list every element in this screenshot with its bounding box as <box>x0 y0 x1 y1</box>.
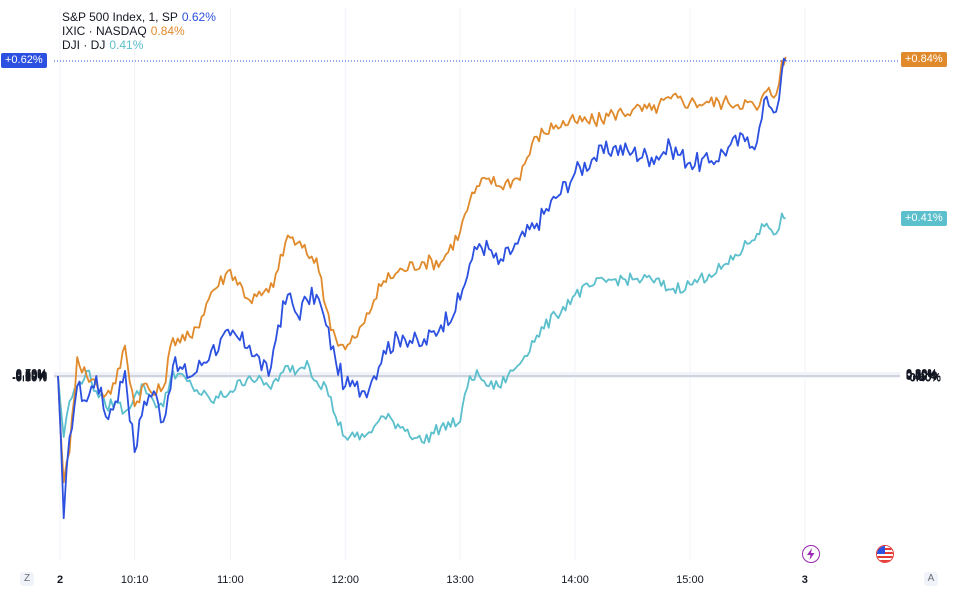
legend-row-dji[interactable]: DJI · DJ 0.41% <box>62 38 216 52</box>
left-tick-label: 0.70% <box>16 367 47 379</box>
legend-label: DJI · DJ <box>62 38 106 52</box>
dji-last-value-badge: +0.41% <box>901 211 947 226</box>
right-tick-label: -0.10% <box>906 371 941 383</box>
spx-last-value-badge: +0.62% <box>1 53 47 68</box>
time-tick-label: 3 <box>802 574 808 586</box>
right-tick-label: 0.40% <box>906 369 937 381</box>
ixic-last-value-badge: +0.84% <box>901 52 947 67</box>
left-tick-label: -0.20% <box>12 372 47 384</box>
us-flag-icon[interactable] <box>876 545 894 563</box>
left-tick-label: 0.50% <box>16 368 47 380</box>
right-tick-label: 0.90% <box>906 368 937 380</box>
left-tick-label: 0.20% <box>16 370 47 382</box>
time-tick-label: 2 <box>57 574 63 586</box>
series-line-0 <box>57 57 787 520</box>
legend-value: 0.41% <box>109 38 144 52</box>
legend-label: IXIC · NASDAQ <box>62 24 147 38</box>
time-tick-label: 10:10 <box>121 574 149 586</box>
time-tick-label: 14:00 <box>561 574 589 586</box>
left-tick-label: 0.40% <box>16 369 47 381</box>
left-price-axis[interactable]: 0.70%0.60%0.50%0.40%0.30%0.20%0.10%0.00%… <box>12 367 47 384</box>
right-tick-label: 0.30% <box>906 370 937 382</box>
time-axis[interactable]: 2 10:10 11:00 12:00 13:00 14:00 15:00 3 <box>57 574 808 586</box>
left-tick-label: 0.00% <box>16 371 47 383</box>
series-line-2 <box>57 212 786 444</box>
right-tick-label: 0.50% <box>906 369 937 381</box>
right-tick-label: 0.60% <box>906 369 937 381</box>
grid-lines <box>54 8 900 560</box>
legend-row-spx[interactable]: S&P 500 Index, 1, SP 0.62% <box>62 10 216 24</box>
time-tick-label: 15:00 <box>676 574 704 586</box>
auto-scale-button[interactable]: A <box>924 572 938 586</box>
legend-label: S&P 500 Index, 1, SP <box>62 10 178 24</box>
right-tick-label: -0.30% <box>906 372 941 384</box>
left-tick-label: -0.10% <box>12 372 47 384</box>
legend-value: 0.62% <box>181 10 216 24</box>
legend: S&P 500 Index, 1, SP 0.62% IXIC · NASDAQ 0… <box>62 10 216 52</box>
left-tick-label: -0.30% <box>12 373 47 385</box>
time-tick-label: 12:00 <box>331 574 359 586</box>
left-tick-label: 0.30% <box>16 369 47 381</box>
lightning-icon[interactable] <box>802 545 820 563</box>
legend-value: 0.84% <box>150 24 185 38</box>
zoom-toggle-button[interactable]: Z <box>20 572 34 586</box>
right-tick-label: -0.20% <box>906 372 941 384</box>
left-tick-label: 0.10% <box>16 370 47 382</box>
left-tick-label: 0.60% <box>16 368 47 380</box>
series-layer <box>57 56 787 520</box>
right-tick-label: -0.40% <box>906 373 941 385</box>
right-tick-label: 0.70% <box>906 368 937 380</box>
time-tick-label: 13:00 <box>446 574 474 586</box>
time-tick-label: 11:00 <box>217 574 244 586</box>
right-tick-label: 0.00% <box>906 371 937 383</box>
series-line-1 <box>57 56 787 484</box>
right-tick-label: 0.80% <box>906 368 937 380</box>
legend-row-ixic[interactable]: IXIC · NASDAQ 0.84% <box>62 24 216 38</box>
right-tick-label: 0.10% <box>906 371 937 383</box>
right-tick-label: 0.20% <box>906 370 937 382</box>
right-price-axis[interactable]: 0.90%0.80%0.70%0.60%0.50%0.40%0.30%0.20%… <box>906 368 941 385</box>
